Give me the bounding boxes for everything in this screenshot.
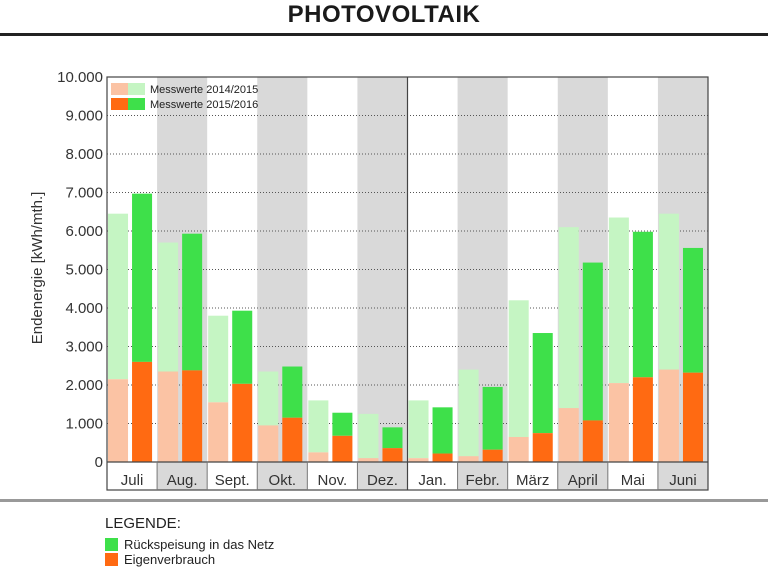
y-axis-label: Endenergie [kWh/mth.]	[29, 192, 46, 345]
y-tick-label: 5.000	[65, 262, 103, 279]
chart-legend-swatch-rueck-1	[128, 98, 145, 110]
bar-rueck-1-4	[332, 412, 353, 436]
bar-eigen-0-0	[108, 379, 129, 462]
bar-rueck-0-6	[408, 400, 429, 459]
bar-rueck-1-1	[182, 233, 203, 371]
bar-rueck-1-3	[282, 366, 303, 418]
bar-rueck-0-11	[658, 213, 679, 370]
bar-rueck-1-6	[432, 407, 453, 454]
bar-eigen-1-10	[632, 377, 653, 462]
bar-rueck-1-9	[582, 262, 603, 421]
y-tick-label: 7.000	[65, 185, 103, 202]
bar-eigen-0-5	[358, 458, 379, 462]
y-tick-label: 1.000	[65, 416, 103, 433]
legend-label-rueckspeisung: Rückspeisung in das Netz	[124, 537, 275, 552]
bar-rueck-1-5	[382, 427, 403, 449]
bar-eigen-0-3	[258, 425, 279, 462]
bar-rueck-0-1	[158, 242, 179, 372]
chart-legend-label-0: Messwerte 2014/2015	[150, 84, 258, 96]
y-axis-ticks: 0 1.000 2.000 3.000 4.000 5.000 6.000 7.000 8.00…	[57, 69, 103, 471]
bar-rueck-0-0	[108, 213, 129, 380]
y-tick-label: 10.000	[57, 69, 103, 86]
bar-eigen-1-3	[282, 417, 303, 462]
y-tick-label: 0	[95, 454, 103, 471]
x-axis-labels: Juli Aug. Sept. Okt. Nov. Dez. Jan. Febr. März Ap…	[121, 472, 697, 489]
bar-rueck-0-9	[558, 227, 579, 409]
x-tick-label: Nov.	[318, 472, 348, 489]
bar-eigen-1-9	[582, 420, 603, 462]
bar-rueck-0-2	[208, 315, 229, 403]
bar-rueck-1-0	[132, 193, 153, 362]
bar-eigen-0-8	[508, 436, 529, 462]
bar-eigen-0-2	[208, 402, 229, 462]
bar-eigen-1-6	[432, 453, 453, 462]
bar-rueck-1-11	[682, 247, 703, 373]
bar-rueck-1-10	[632, 231, 653, 378]
bar-eigen-0-10	[608, 383, 629, 462]
bar-eigen-1-2	[232, 383, 253, 462]
chart-legend-swatch-eigen-0	[111, 83, 128, 95]
bar-eigen-1-7	[482, 449, 503, 462]
bar-eigen-1-0	[132, 361, 153, 462]
x-tick-label: Aug.	[167, 472, 198, 489]
bar-rueck-0-7	[458, 369, 479, 457]
bar-eigen-0-1	[158, 371, 179, 462]
bar-eigen-0-9	[558, 408, 579, 462]
bar-rueck-1-8	[532, 333, 553, 434]
x-tick-label: April	[568, 472, 598, 489]
bar-eigen-0-11	[658, 369, 679, 462]
x-tick-label: Juni	[669, 472, 697, 489]
bar-rueck-1-7	[482, 386, 503, 450]
x-tick-label: Okt.	[269, 472, 297, 489]
x-tick-label: Febr.	[466, 472, 500, 489]
legend-swatch-green	[105, 538, 118, 551]
y-tick-label: 2.000	[65, 377, 103, 394]
chart-legend-swatch-eigen-1	[111, 98, 128, 110]
bar-eigen-1-5	[382, 448, 403, 462]
bar-rueck-0-8	[508, 300, 529, 437]
page-title: PHOTOVOLTAIK	[287, 1, 481, 28]
bar-eigen-1-8	[532, 433, 553, 462]
bar-rueck-1-2	[232, 310, 253, 384]
chart-legend-label-1: Messwerte 2015/2016	[150, 99, 258, 111]
x-tick-label: Juli	[121, 472, 144, 489]
x-tick-label: Jan.	[418, 472, 446, 489]
bar-rueck-0-10	[608, 217, 629, 384]
x-tick-label: März	[516, 472, 549, 489]
bar-rueck-0-3	[258, 371, 279, 426]
bar-eigen-1-4	[332, 435, 353, 462]
y-tick-label: 8.000	[65, 146, 103, 163]
title-divider	[0, 33, 768, 36]
bar-rueck-0-5	[358, 413, 379, 459]
legend-title: LEGENDE:	[105, 515, 181, 532]
plot-frame	[106, 76, 709, 491]
bars	[108, 193, 703, 462]
legend-swatch-orange	[105, 553, 118, 566]
bar-eigen-1-1	[182, 370, 203, 462]
bar-eigen-0-6	[408, 458, 429, 462]
bar-rueck-0-4	[308, 400, 329, 453]
bar-eigen-0-4	[308, 452, 329, 462]
bottom-divider	[0, 499, 768, 502]
chart-legend-swatch-rueck-0	[128, 83, 145, 95]
x-tick-label: Mai	[621, 472, 645, 489]
x-tick-label: Dez.	[367, 472, 398, 489]
legend-item-eigenverbrauch: Eigenverbrauch	[105, 553, 215, 569]
bar-eigen-0-7	[458, 456, 479, 462]
y-tick-label: 9.000	[65, 108, 103, 125]
chart-legend: Messwerte 2014/2015 Messwerte 2015/2016	[111, 83, 258, 111]
legend-item-rueckspeisung: Rückspeisung in das Netz	[105, 538, 274, 554]
x-tick-label: Sept.	[215, 472, 250, 489]
bar-eigen-1-11	[682, 372, 703, 462]
legend-label-eigenverbrauch: Eigenverbrauch	[124, 552, 216, 567]
y-tick-label: 3.000	[65, 339, 103, 356]
y-tick-label: 6.000	[65, 223, 103, 240]
y-tick-label: 4.000	[65, 300, 103, 317]
